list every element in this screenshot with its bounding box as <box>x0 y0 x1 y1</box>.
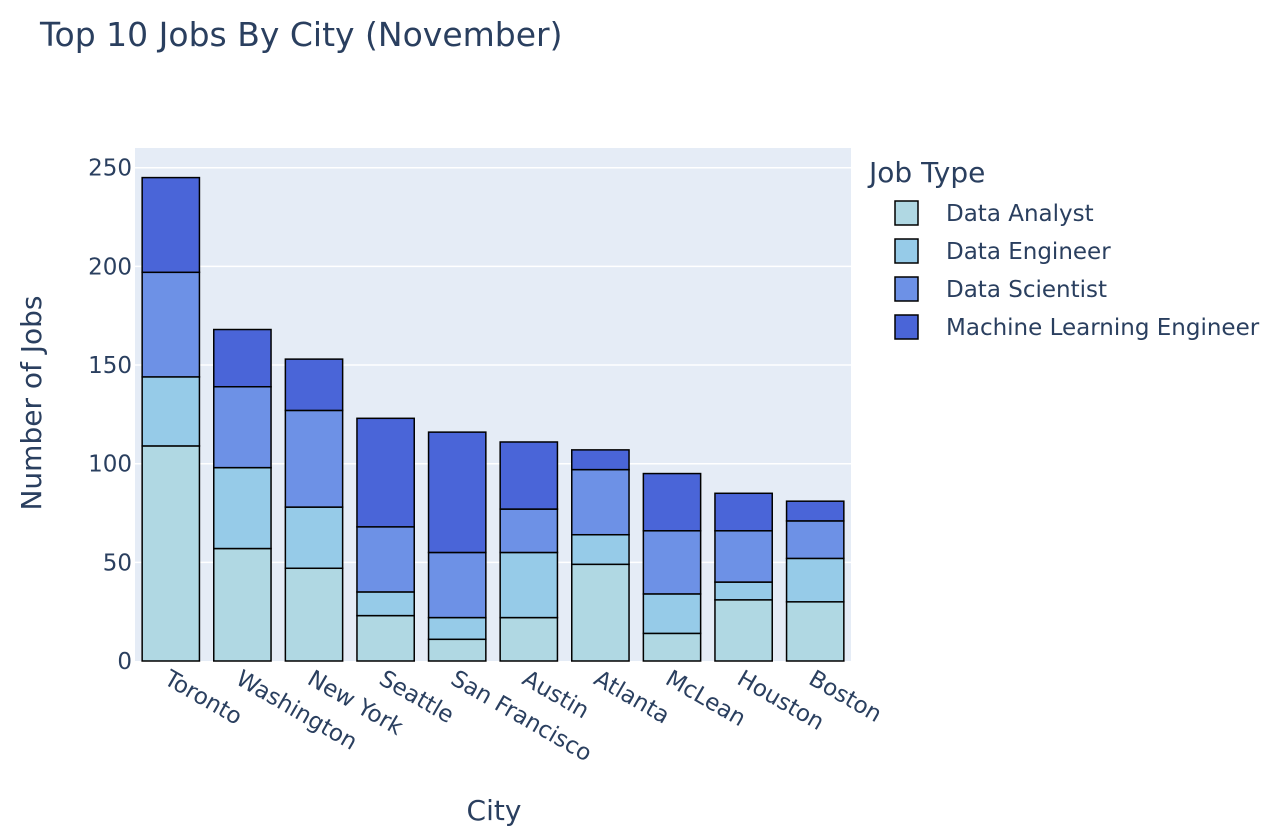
bar-segment <box>284 567 344 662</box>
bar-segment <box>213 466 272 550</box>
legend-swatch <box>894 314 919 340</box>
bar-segment <box>571 468 630 536</box>
bar-segment <box>284 358 344 412</box>
bar-segment <box>356 526 415 593</box>
legend-label: Machine Learning Engineer <box>946 315 1260 341</box>
bar-segment <box>356 591 415 617</box>
bar-segment <box>141 376 201 447</box>
y-axis-title: Number of Jobs <box>15 295 48 510</box>
bar-segment <box>427 616 487 641</box>
bar-segment <box>785 500 845 522</box>
y-tick-label: 0 <box>117 649 132 675</box>
bar-segment <box>499 508 559 554</box>
x-tick-label: Washington <box>231 666 361 756</box>
bar-segment <box>714 492 773 532</box>
bar-segment <box>141 445 201 662</box>
x-tick-label: Toronto <box>159 665 246 730</box>
y-tick-label: 200 <box>88 254 132 280</box>
bar-segment <box>427 431 487 554</box>
y-tick-label: 150 <box>88 353 132 379</box>
bar-segment <box>213 328 272 388</box>
y-tick-label: 100 <box>88 452 132 478</box>
bar-segment <box>141 176 201 274</box>
bar-segment <box>427 551 487 619</box>
y-tick-label: 50 <box>103 550 132 576</box>
bar-segment <box>499 616 559 662</box>
bar-segment <box>356 417 415 528</box>
bar-segment <box>642 632 702 662</box>
bar-segment <box>499 551 559 619</box>
x-tick-label: Atlanta <box>589 666 673 730</box>
y-tick-label: 250 <box>88 156 132 182</box>
legend-swatch <box>894 200 919 226</box>
bar-segment <box>141 271 201 378</box>
bar-segment <box>714 599 773 662</box>
bar-segment <box>642 593 702 635</box>
bar-segment <box>714 530 773 583</box>
legend: Job Type Data Analyst Data Engineer Data S… <box>867 156 1260 341</box>
bars <box>141 176 845 662</box>
legend-label: Data Analyst <box>946 201 1094 227</box>
legend-title: Job Type <box>867 156 985 189</box>
bar-segment <box>714 581 773 601</box>
bar-segment <box>213 547 272 662</box>
legend-label: Data Scientist <box>946 277 1107 303</box>
x-tick-label: McLean <box>661 666 750 732</box>
legend-label: Data Engineer <box>946 239 1111 265</box>
chart-title: Top 10 Jobs By City (November) <box>39 15 562 54</box>
bar-segment <box>571 533 630 566</box>
legend-swatch <box>894 276 919 302</box>
bar-segment <box>427 638 487 662</box>
bar-segment <box>499 441 559 510</box>
bar-segment <box>284 409 344 508</box>
y-axis-ticks: 0 50 100 150 200 250 <box>88 156 132 675</box>
bar-segment <box>571 449 630 471</box>
bar-segment <box>642 472 702 532</box>
bar-segment <box>356 614 415 662</box>
legend-swatch <box>894 238 919 264</box>
bar-segment <box>785 557 845 603</box>
x-axis-title: City <box>467 794 522 827</box>
bar-segment <box>785 520 845 560</box>
bar-segment <box>785 601 845 662</box>
bar-segment <box>213 385 272 469</box>
bar-segment <box>642 530 702 595</box>
bar-segment <box>284 506 344 570</box>
bar-segment <box>571 563 630 662</box>
